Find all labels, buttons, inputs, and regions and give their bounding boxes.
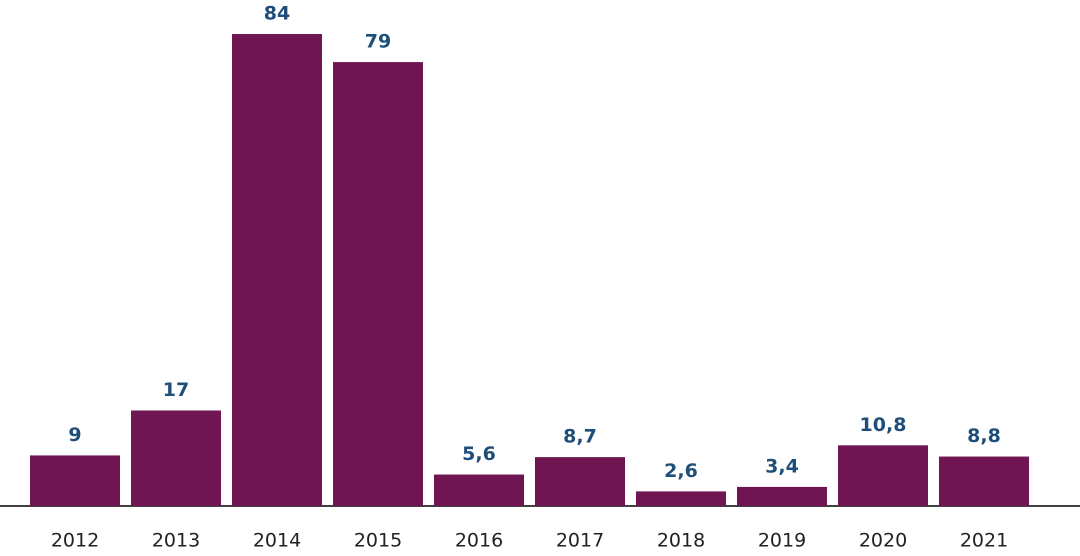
value-label: 8,7 <box>563 426 597 448</box>
value-label: 9 <box>68 424 81 446</box>
bar <box>838 445 928 506</box>
bar <box>434 474 524 506</box>
bar <box>939 456 1029 506</box>
x-tick-label: 2016 <box>455 530 503 552</box>
value-label: 2,6 <box>664 460 698 482</box>
x-tick-label: 2013 <box>152 530 200 552</box>
x-tick-label: 2018 <box>657 530 705 552</box>
bar <box>737 486 827 506</box>
x-tick-label: 2017 <box>556 530 604 552</box>
x-tick-label: 2012 <box>51 530 99 552</box>
x-tick-label: 2014 <box>253 530 301 552</box>
bar <box>131 410 221 506</box>
value-label: 5,6 <box>462 443 496 465</box>
x-tick-label: 2019 <box>758 530 806 552</box>
x-tick-label: 2021 <box>960 530 1008 552</box>
value-label: 3,4 <box>765 455 799 477</box>
bar <box>232 34 322 506</box>
value-label: 8,8 <box>967 425 1001 447</box>
bar <box>535 457 625 506</box>
value-label: 79 <box>365 31 391 53</box>
value-label: 84 <box>264 3 290 25</box>
bar <box>333 62 423 506</box>
x-tick-label: 2015 <box>354 530 402 552</box>
value-label: 10,8 <box>860 414 907 436</box>
value-label: 17 <box>163 379 189 401</box>
bar <box>30 455 120 506</box>
x-tick-label: 2020 <box>859 530 907 552</box>
bar <box>636 491 726 506</box>
